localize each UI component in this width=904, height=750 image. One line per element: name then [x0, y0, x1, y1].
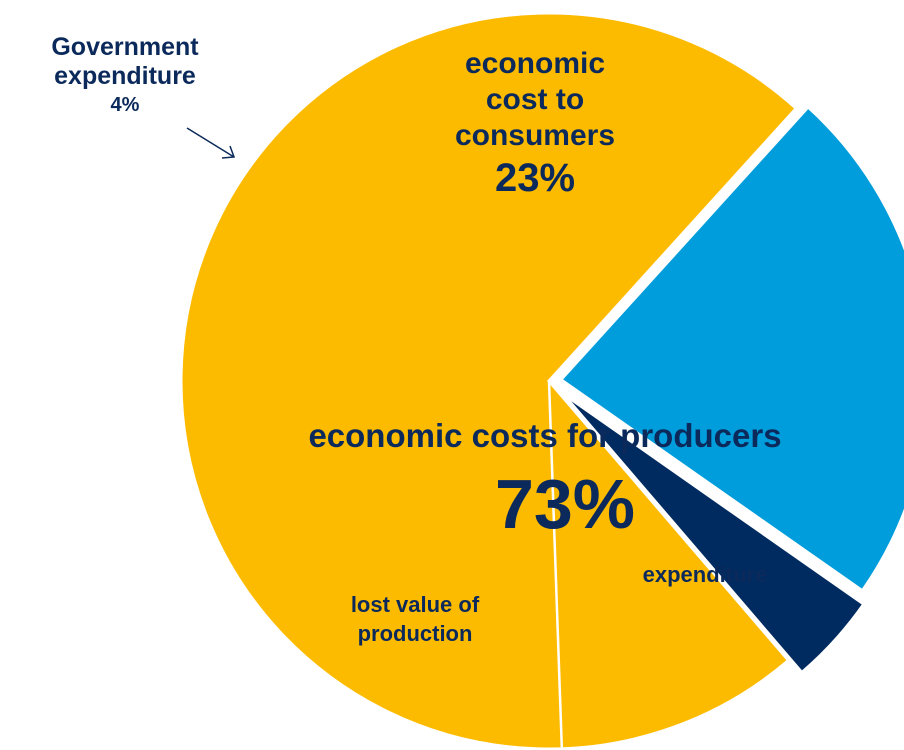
lost-value-line2: production	[357, 620, 473, 646]
pie-slice-economic-costs-for-producers	[179, 11, 799, 750]
producers-percent: 73%	[494, 465, 636, 543]
consumers-percent: 23%	[494, 156, 576, 200]
consumers-label-line1: economic	[464, 47, 606, 80]
lost-value-sub-label: lost value of production	[300, 591, 530, 648]
consumers-label-line3: consumers	[454, 119, 616, 152]
consumers-slice-label: economic cost to consumers 23%	[425, 46, 645, 202]
government-label-arrow	[186, 127, 236, 159]
producers-slice-label: economic costs for producers	[308, 417, 782, 454]
government-slice-label: Government expenditure 4%	[0, 33, 250, 117]
expenditure-sub-label: expenditure	[642, 562, 768, 587]
pie-slice-government-expenditure	[561, 391, 866, 675]
government-label-line2: expenditure	[54, 62, 196, 91]
producers-sub-divider	[547, 380, 564, 749]
pie-slice-economic-cost-to-consumers	[558, 104, 904, 593]
consumers-label-line2: cost to	[485, 83, 585, 116]
government-label-line1: Government	[51, 33, 199, 61]
lost-value-line1: lost value of	[350, 592, 480, 617]
government-percent: 4%	[110, 93, 140, 116]
